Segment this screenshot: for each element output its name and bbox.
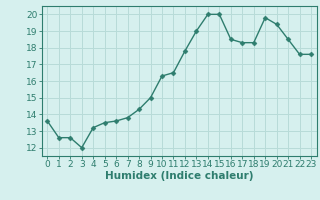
X-axis label: Humidex (Indice chaleur): Humidex (Indice chaleur) bbox=[105, 171, 253, 181]
